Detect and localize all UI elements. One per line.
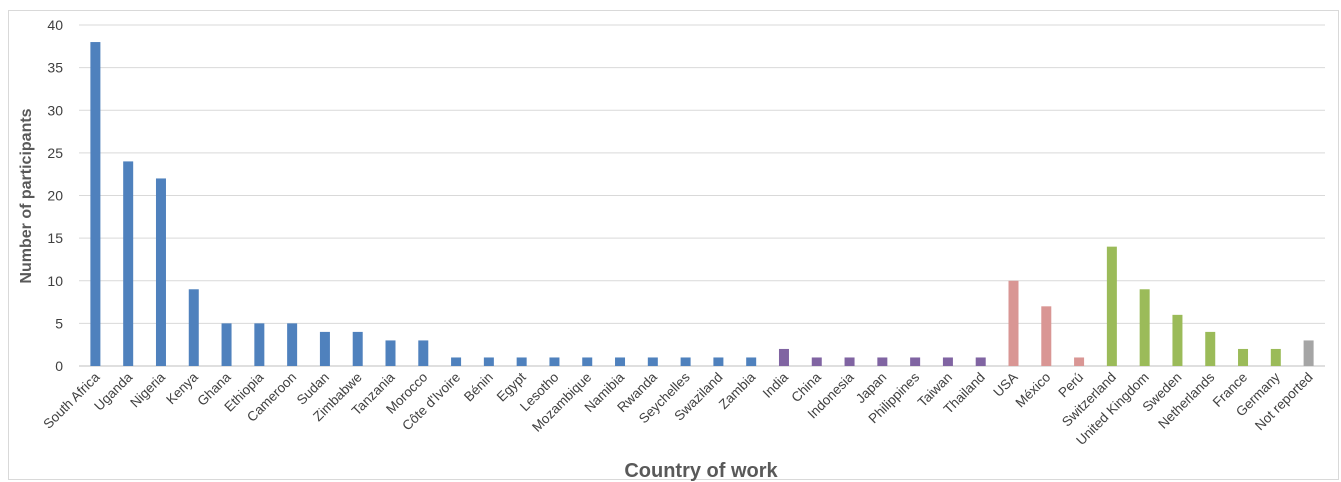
x-tick-label: India: [760, 369, 792, 401]
y-tick-label: 15: [47, 230, 63, 246]
y-tick-label: 35: [47, 60, 63, 76]
y-tick-label: 25: [47, 145, 63, 161]
bar-united-kingdom: [1139, 289, 1150, 366]
y-tick-label: 30: [47, 102, 63, 118]
bar-morocco: [418, 340, 429, 366]
bar-cameroon: [287, 323, 298, 366]
bar-rwanda: [647, 357, 658, 366]
bar-b-nin: [483, 357, 494, 366]
bar-c-te-d-ivoire: [451, 357, 462, 366]
y-axis-title: Number of participants: [18, 108, 35, 283]
x-tick-labels: South AfricaUgandaNigeriaKenyaGhanaEthio…: [40, 369, 1315, 448]
y-tick-label: 0: [55, 358, 63, 374]
bar-philippines: [910, 357, 921, 366]
bar-per-: [1074, 357, 1085, 366]
y-tick-label: 10: [47, 273, 63, 289]
x-tick-label: Zambia: [716, 369, 759, 412]
bar-tanzania: [385, 340, 396, 366]
y-tick-label: 5: [55, 315, 63, 331]
x-tick-label: México: [1013, 370, 1054, 411]
bar-m-xico: [1041, 306, 1052, 366]
bar-china: [811, 357, 822, 366]
bar-taiwan: [942, 357, 953, 366]
bar-mozambique: [582, 357, 593, 366]
y-tick-labels: 0 5 10 15 20 25 30 35 40: [47, 17, 63, 374]
bar-kenya: [188, 289, 199, 366]
bar-egypt: [516, 357, 527, 366]
bar-namibia: [615, 357, 626, 366]
bar-south-africa: [90, 42, 101, 367]
bar-zimbabwe: [352, 331, 363, 366]
gridlines: [79, 24, 1325, 367]
bar-usa: [1008, 280, 1019, 366]
bar-germany: [1270, 348, 1281, 366]
bar-netherlands: [1205, 331, 1216, 366]
chart-frame: [8, 10, 1339, 480]
bar-nigeria: [155, 178, 166, 366]
bar-seychelles: [680, 357, 691, 366]
bar-swaziland: [713, 357, 724, 366]
bar-switzerland: [1106, 246, 1117, 366]
bar-france: [1238, 348, 1249, 366]
y-tick-label: 20: [47, 188, 63, 204]
bars: [90, 42, 1314, 367]
bar-zambia: [746, 357, 757, 366]
bar-indonesia: [844, 357, 855, 366]
bar-ghana: [221, 323, 232, 366]
bar-lesotho: [549, 357, 560, 366]
bar-japan: [877, 357, 888, 366]
bar-sudan: [319, 331, 330, 366]
y-tick-label: 40: [47, 17, 63, 33]
bar-sweden: [1172, 314, 1183, 366]
bar-uganda: [123, 161, 134, 366]
bar-india: [778, 348, 789, 366]
bar-ethiopia: [254, 323, 265, 366]
x-tick-label: Kenya: [163, 369, 201, 407]
bar-not-reported: [1303, 340, 1314, 366]
x-axis-title: Country of work: [624, 460, 778, 482]
x-tick-label: Bénin: [461, 370, 496, 405]
x-tick-label: Nigeria: [127, 369, 168, 410]
bar-thailand: [975, 357, 986, 366]
